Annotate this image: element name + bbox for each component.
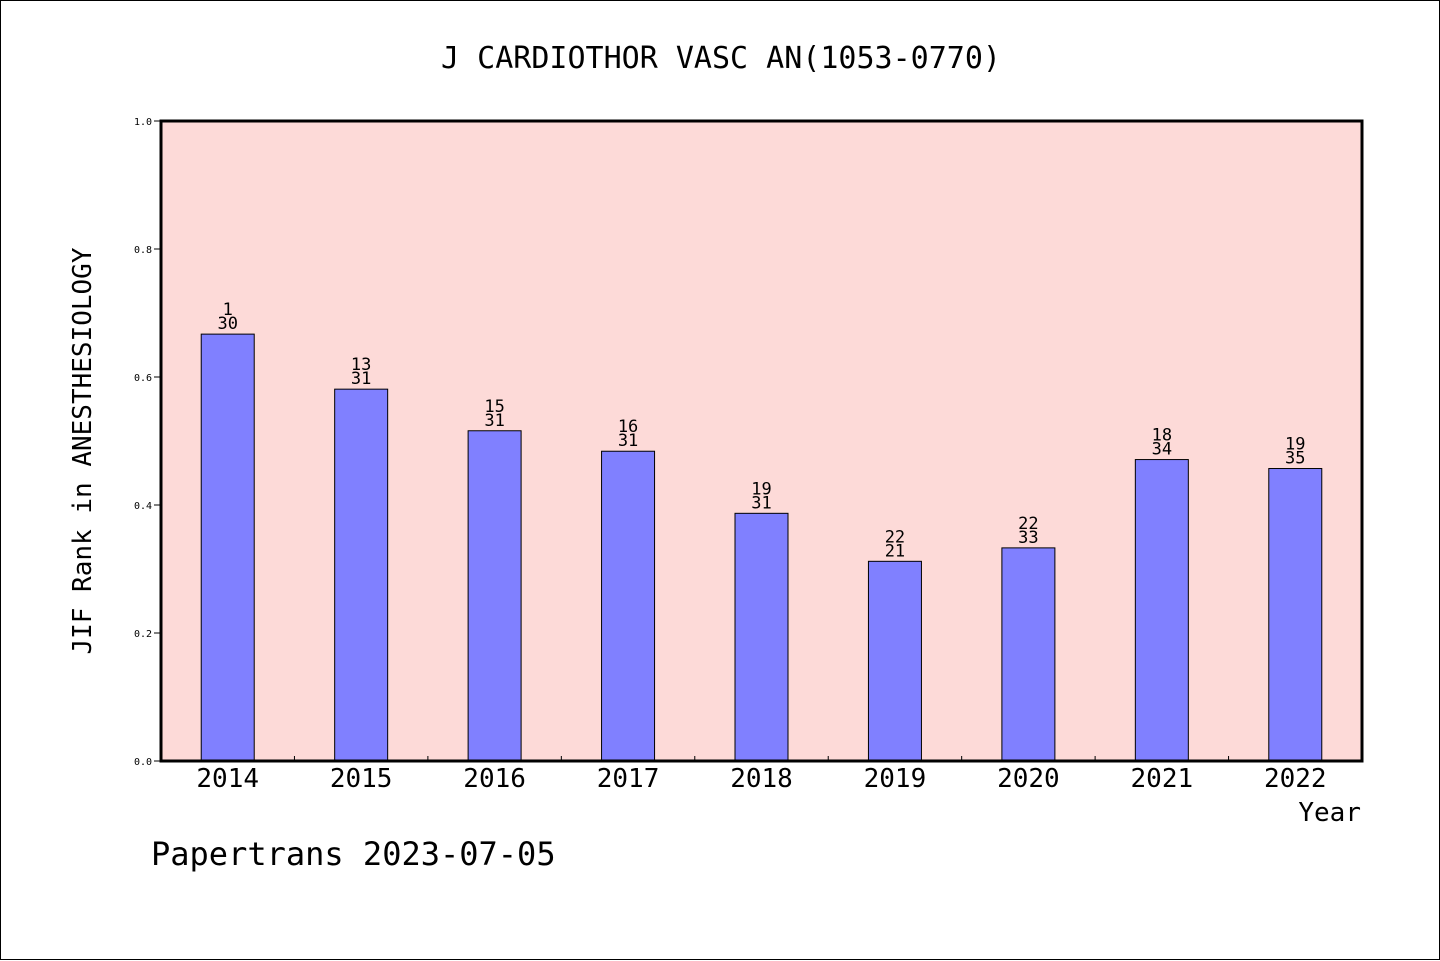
bar-label-bottom: 31: [351, 369, 371, 389]
y-tick-label: 1.0: [134, 117, 152, 128]
y-axis-ticks: 0.0 0.2 0.4 0.6 0.8 1.0: [134, 117, 161, 768]
x-tick-label: 2021: [1131, 764, 1194, 794]
bar-2017: [601, 450, 656, 762]
bar-label-bottom: 34: [1152, 440, 1172, 460]
x-tick-label: 2022: [1264, 764, 1327, 794]
chart-title: J CARDIOTHOR VASC AN(1053-0770): [441, 41, 1001, 76]
bar-2021: [1134, 459, 1189, 762]
bars-group: [200, 333, 1323, 762]
x-axis-ticks: 2014 2015 2016 2017 2018 2019 2020 2021 2022: [196, 756, 1327, 794]
watermark-text: Papertrans 2023-07-05: [151, 835, 556, 873]
y-tick-label: 0.0: [134, 757, 152, 768]
bar-label-bottom: 31: [484, 411, 504, 431]
bar-label-top: 13: [351, 355, 371, 375]
bar-label-top: 22: [1018, 514, 1038, 534]
x-axis-label: Year: [1298, 798, 1361, 828]
bar-label-bottom: 31: [751, 493, 771, 513]
x-tick-label: 2019: [864, 764, 927, 794]
bar-2020: [1001, 547, 1056, 762]
y-tick-label: 0.4: [134, 501, 152, 512]
bar-2015: [334, 388, 389, 762]
bar-label-bottom: 21: [885, 541, 905, 561]
bar-label-top: 22: [885, 527, 905, 547]
x-tick-label: 2014: [196, 764, 259, 794]
y-tick-label: 0.8: [134, 245, 152, 256]
bar-label-bottom: 35: [1285, 449, 1305, 469]
bar-label-top: 18: [1152, 426, 1172, 446]
y-tick-label: 0.6: [134, 373, 152, 384]
bar-label-top: 19: [1285, 435, 1305, 455]
bar-2014: [200, 333, 255, 762]
plot-border: [159, 119, 1364, 763]
bar-2022: [1268, 468, 1323, 762]
x-tick-label: 2020: [997, 764, 1060, 794]
bar-2019: [867, 560, 922, 762]
x-tick-label: 2017: [597, 764, 660, 794]
bar-label-bottom: 33: [1018, 528, 1038, 548]
bar-label-bottom: 30: [217, 314, 237, 334]
y-tick-label: 0.2: [134, 629, 152, 640]
bar-label-top: 16: [618, 417, 638, 437]
x-tick-label: 2015: [330, 764, 393, 794]
bar-2018: [734, 512, 789, 762]
bar-label-top: 1: [223, 300, 233, 320]
bar-label-bottom: 31: [618, 431, 638, 451]
bar-2016: [467, 430, 522, 762]
y-axis-label: JIF Rank in ANESTHESIOLOGY: [68, 247, 98, 654]
bar-label-top: 15: [484, 397, 504, 417]
x-tick-label: 2016: [463, 764, 526, 794]
bar-label-top: 19: [751, 479, 771, 499]
x-tick-label: 2018: [730, 764, 793, 794]
